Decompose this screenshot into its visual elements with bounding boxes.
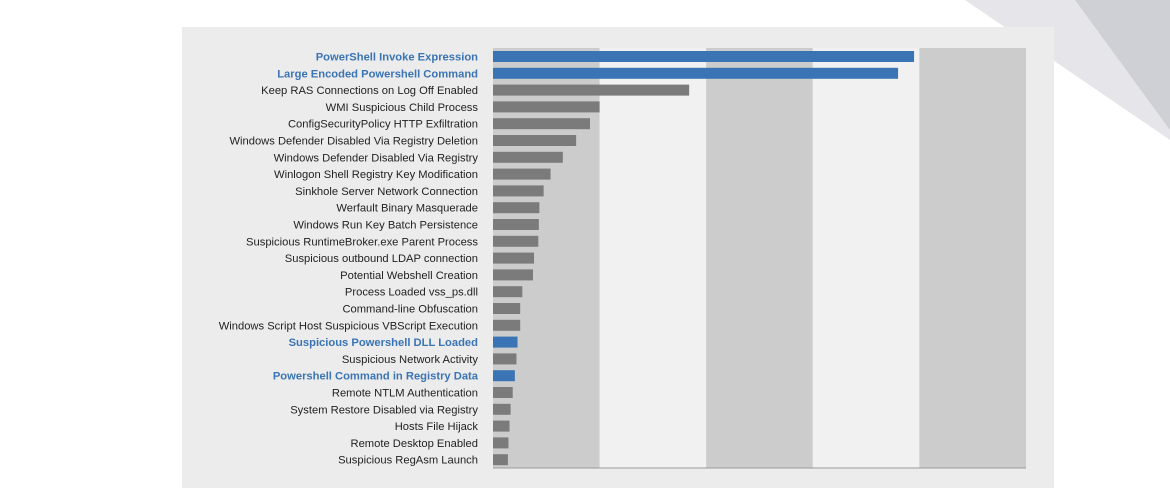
bar	[493, 437, 509, 449]
category-label: Werfault Binary Masquerade	[336, 203, 478, 215]
bar	[493, 101, 600, 113]
category-label: Large Encoded Powershell Command	[277, 68, 478, 80]
bar	[493, 286, 523, 298]
bar	[493, 387, 513, 398]
category-label: Powershell Command in Registry Data	[273, 371, 479, 383]
category-label: Sinkhole Server Network Connection	[295, 186, 478, 198]
category-label: PowerShell Invoke Expression	[316, 52, 478, 64]
grid-band	[919, 48, 1026, 468]
category-label: Hosts File Hijack	[395, 421, 479, 433]
bar	[493, 403, 511, 415]
bar	[493, 269, 533, 281]
category-label: Suspicious Powershell DLL Loaded	[289, 337, 479, 349]
category-label: Suspicious outbound LDAP connection	[285, 253, 478, 265]
bar	[493, 51, 915, 62]
bar	[493, 202, 540, 214]
category-label: Suspicious RuntimeBroker.exe Parent Proc…	[246, 236, 478, 248]
category-label: Windows Defender Disabled Via Registry	[274, 152, 479, 164]
bar	[493, 336, 518, 348]
category-label: Command-line Obfuscation	[342, 304, 478, 316]
category-label: Suspicious RegAsm Launch	[338, 455, 478, 467]
bar	[493, 319, 521, 331]
category-label: Process Loaded vss_ps.dll	[345, 287, 478, 299]
chart-panel: PowerShell Invoke Expression Large Encode…	[182, 27, 1054, 488]
category-label: ConfigSecurityPolicy HTTP Exfiltration	[288, 119, 478, 131]
bar	[493, 168, 551, 180]
bar	[493, 151, 563, 163]
bar	[493, 420, 510, 432]
category-label: Potential Webshell Creation	[340, 270, 478, 282]
category-label: Remote NTLM Authentication	[332, 388, 478, 400]
category-label: Winlogon Shell Registry Key Modification	[274, 169, 478, 181]
bar	[493, 303, 521, 314]
bar	[493, 84, 690, 96]
bar-chart: PowerShell Invoke Expression Large Encode…	[219, 48, 1026, 469]
category-label: Windows Script Host Suspicious VBScript …	[219, 320, 478, 332]
bar	[493, 454, 508, 466]
category-label: System Restore Disabled via Registry	[290, 404, 478, 416]
category-label: Suspicious Network Activity	[342, 354, 479, 366]
grid-band	[812, 48, 920, 468]
bar	[493, 67, 899, 79]
bar	[493, 370, 515, 382]
bar	[493, 135, 577, 146]
category-label: Keep RAS Connections on Log Off Enabled	[261, 85, 478, 97]
grid-band	[706, 48, 813, 468]
grid-bands	[493, 48, 1026, 468]
category-label: WMI Suspicious Child Process	[326, 102, 479, 114]
bar	[493, 252, 535, 264]
bar	[493, 235, 539, 247]
bars	[493, 51, 915, 466]
category-label: Remote Desktop Enabled	[351, 438, 479, 450]
bar	[493, 353, 517, 365]
bar	[493, 118, 591, 130]
category-labels: PowerShell Invoke Expression Large Encode…	[219, 52, 479, 467]
category-label: Windows Run Key Batch Persistence	[293, 220, 478, 232]
bar	[493, 219, 539, 230]
bar	[493, 185, 544, 197]
grid-band	[599, 48, 707, 468]
category-label: Windows Defender Disabled Via Registry D…	[229, 136, 478, 148]
